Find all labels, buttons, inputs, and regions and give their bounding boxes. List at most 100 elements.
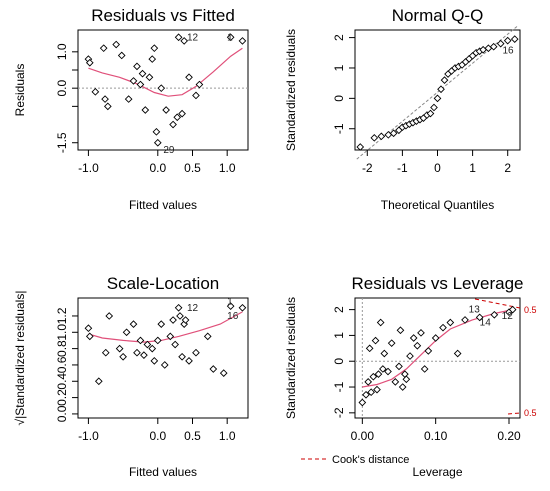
data-point xyxy=(226,33,235,42)
data-point xyxy=(112,40,120,49)
data-point xyxy=(440,76,449,84)
data-point xyxy=(203,332,212,341)
chart-panel-1: Residuals vs Fitted -1.0 0.0 0.5 1.0 -1.5 0.0 1… xyxy=(13,6,249,212)
y-tick-label: -1 xyxy=(332,381,346,392)
chart-title: Normal Q-Q xyxy=(392,6,484,25)
x-tick-label: -1.0 xyxy=(78,429,99,443)
y-tick-label: -1.5 xyxy=(55,132,69,153)
data-point xyxy=(431,334,440,342)
x-axis-label: Theoretical Quantiles xyxy=(381,198,494,212)
data-point xyxy=(99,44,108,53)
data-point xyxy=(150,44,159,53)
y-tick-label: 0.8 xyxy=(55,340,69,357)
outlier-label: 16 xyxy=(227,311,239,322)
data-point xyxy=(174,33,183,42)
chart-title: Scale-Location xyxy=(107,274,219,293)
data-point xyxy=(117,51,126,60)
data-point xyxy=(91,87,100,96)
data-point xyxy=(169,120,177,129)
data-point xyxy=(364,378,373,386)
data-point xyxy=(379,365,387,373)
outlier-label: 1 xyxy=(227,32,233,43)
data-point xyxy=(140,351,148,359)
data-point xyxy=(446,318,455,327)
data-point xyxy=(166,332,175,341)
data-point xyxy=(174,303,183,312)
data-point xyxy=(129,77,138,85)
data-point xyxy=(370,134,379,142)
data-point xyxy=(376,318,385,327)
data-point xyxy=(180,37,188,45)
data-point xyxy=(157,84,166,93)
data-point xyxy=(402,375,411,384)
data-point xyxy=(148,55,157,63)
data-point xyxy=(433,94,442,103)
y-tick-label: -1 xyxy=(332,123,346,134)
data-point xyxy=(406,352,414,360)
y-tick-label: 0.0 xyxy=(55,405,69,422)
data-point xyxy=(437,85,445,94)
data-point xyxy=(143,340,152,349)
cooks-distance-curve-upper xyxy=(474,298,521,309)
x-tick-label: 0.10 xyxy=(424,429,448,443)
data-point xyxy=(136,80,145,89)
data-point xyxy=(365,344,374,353)
y-tick-label: 1.2 xyxy=(55,307,69,324)
x-tick-label: 2 xyxy=(504,161,511,175)
x-tick-label: 1.0 xyxy=(219,161,236,175)
data-point xyxy=(420,365,429,373)
data-point xyxy=(374,370,383,378)
data-point xyxy=(219,369,228,377)
y-tick-label: 1 xyxy=(332,64,346,71)
data-point xyxy=(160,361,169,369)
x-tick-label: -1.0 xyxy=(78,161,99,175)
data-point xyxy=(157,320,166,328)
y-axis-label: Standardized residuals xyxy=(284,297,298,419)
y-tick-label: 2 xyxy=(332,306,346,313)
y-axis-label: Residuals xyxy=(13,64,27,117)
data-point xyxy=(396,326,405,335)
y-tick-label: 1.0 xyxy=(55,324,69,341)
x-tick-label: 0.00 xyxy=(351,429,375,443)
data-point xyxy=(389,129,398,138)
data-point xyxy=(508,305,517,314)
data-point xyxy=(150,357,159,365)
outlier-label: 12 xyxy=(187,32,199,43)
data-point xyxy=(453,349,462,358)
data-point xyxy=(153,138,162,147)
x-axis-label: Fitted values xyxy=(129,465,197,479)
chart-panel-2: Normal Q-Q -2 -1 0 1 2 -1 0 1 2 Theoretical Quanti… xyxy=(284,6,521,212)
data-point xyxy=(119,352,127,361)
y-tick-label: 0.4 xyxy=(55,373,69,390)
data-point xyxy=(173,113,182,122)
cooks-distance-level: 0.5 xyxy=(524,408,537,418)
data-point xyxy=(141,106,150,114)
data-point xyxy=(373,385,381,394)
x-tick-label: 1 xyxy=(469,161,476,175)
data-point xyxy=(489,42,498,51)
data-point xyxy=(171,340,179,349)
data-point xyxy=(195,80,204,89)
data-point xyxy=(409,334,418,342)
data-point xyxy=(105,312,114,320)
outlier-label: 13 xyxy=(469,305,481,316)
data-point xyxy=(152,127,161,136)
data-point xyxy=(101,95,109,103)
y-tick-label: 1.0 xyxy=(55,43,69,60)
data-point xyxy=(395,362,403,371)
x-tick-label: 0 xyxy=(434,161,441,175)
data-point xyxy=(129,320,138,328)
data-point xyxy=(358,398,367,407)
y-axis-label: √|Standardized residuals| xyxy=(13,291,27,426)
y-tick-label: -2 xyxy=(332,407,346,418)
x-axis-label: Leverage xyxy=(412,465,462,479)
y-tick-label: 2 xyxy=(332,34,346,41)
x-tick-label: 0.0 xyxy=(149,429,166,443)
cooks-distance-level: 0.5 xyxy=(524,305,537,315)
y-axis-label: Standardized residuals xyxy=(284,29,298,151)
data-point xyxy=(510,35,519,43)
data-point xyxy=(377,132,386,141)
data-point xyxy=(148,344,157,353)
data-point xyxy=(398,383,407,391)
